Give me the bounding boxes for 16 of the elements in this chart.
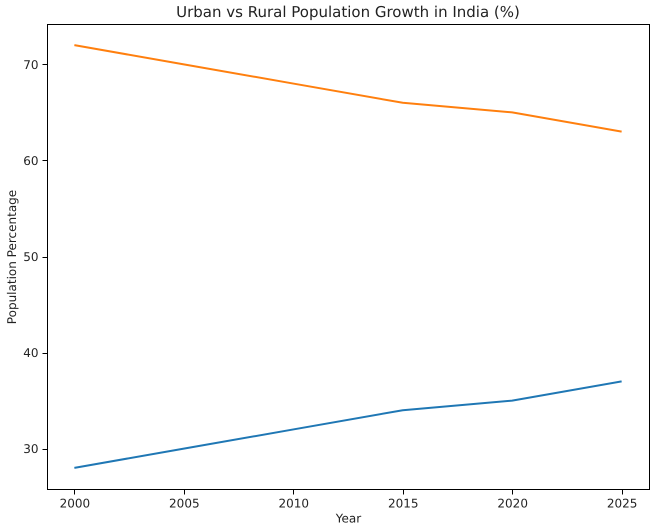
y-tick-label: 60: [23, 154, 38, 168]
x-tick-label: 2020: [497, 496, 528, 510]
y-tick-label: 30: [23, 442, 38, 456]
x-tick-label: 2025: [606, 496, 638, 510]
y-tick-label: 40: [23, 346, 38, 360]
x-tick-label: 2000: [60, 496, 90, 510]
y-axis-title: Population Percentage: [5, 190, 20, 324]
y-tick-label: 50: [23, 250, 38, 264]
x-tick-label: 2005: [169, 496, 200, 510]
y-tick-label: 70: [23, 58, 38, 72]
line-series: [73, 44, 623, 133]
chart-title: Urban vs Rural Population Growth in India (%): [176, 3, 520, 21]
x-axis-title: Year: [334, 512, 362, 526]
line-series: [73, 380, 623, 469]
x-tick-label: 2010: [278, 496, 310, 510]
x-tick-label: 2015: [388, 496, 418, 510]
